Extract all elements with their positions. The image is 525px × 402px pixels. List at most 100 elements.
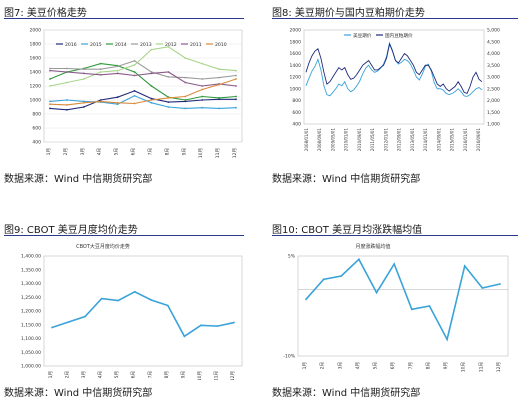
- chart1-point: [167, 71, 170, 73]
- chart2-left-tick-label: 1600: [290, 51, 302, 57]
- chart2-right-tick-label: 3,000: [487, 75, 500, 81]
- chart4-xtick-label: 11月: [478, 362, 484, 372]
- chart2-right-tick-label: 4,000: [487, 51, 500, 57]
- chart1-xtick-label: 9月: [181, 148, 187, 155]
- chart1-ytick-label: 600: [32, 126, 41, 132]
- chart1-point: [218, 76, 220, 79]
- chart1-xtick-label: 7月: [147, 148, 153, 155]
- panel4-source: 数据来源：Wind 中信期货研究部: [272, 388, 421, 399]
- chart3-svg: CBOT大豆月度均价走势 1,000.00 1,050.00 1,100.00 1,15…: [21, 243, 243, 380]
- chart3-xtick-label: 10月: [197, 371, 203, 380]
- chart4-point: [375, 291, 378, 294]
- chart1-point: [184, 107, 187, 110]
- panel3-title: 图9: CBOT 美豆月度均价走势: [4, 225, 138, 236]
- chart4-series-line: [305, 258, 501, 342]
- chart1-point: [66, 81, 68, 84]
- chart1-legend-label: 2013: [140, 42, 152, 48]
- chart1-ytick-label: 2000: [30, 28, 42, 34]
- chart3-xtick-label: 9月: [180, 371, 186, 378]
- chart1-point: [184, 81, 187, 84]
- chart3-ytick-label: 1,200.00: [21, 309, 41, 315]
- chart1-point: [133, 90, 136, 92]
- chart1-series-line: [49, 78, 237, 106]
- chart1-point: [150, 101, 153, 104]
- panel1-rule: [4, 18, 244, 19]
- chart1-point: [218, 97, 220, 99]
- chart1-point: [150, 97, 153, 100]
- chart2-left-tick-label: 800: [292, 98, 301, 104]
- chart1-point: [201, 88, 204, 91]
- chart4-point: [393, 263, 396, 265]
- chart2-left-tick-label: 1200: [290, 75, 302, 81]
- chart3-ytick-label: 1,250.00: [21, 295, 41, 301]
- chart3-point: [100, 297, 103, 300]
- chart1-point: [184, 57, 187, 59]
- chart3-xtick-label: 3月: [81, 371, 87, 378]
- chart2-xtick-label: 2014/09/01: [436, 128, 441, 152]
- chart1-point: [150, 72, 153, 75]
- chart1-point: [150, 85, 153, 87]
- chart1-point: [66, 104, 68, 106]
- chart1-series-line: [49, 46, 237, 87]
- chart1-point: [201, 62, 204, 65]
- chart1-point: [133, 64, 136, 66]
- panel2-source: 数据来源：Wind 中信期货研究部: [272, 174, 421, 185]
- chart1-point: [49, 107, 51, 110]
- chart2-xtick-label: 2012/01/01: [383, 128, 388, 152]
- chart1-xtick-label: 12月: [232, 148, 238, 158]
- chart3-point: [150, 299, 153, 301]
- chart2-left-tick-label: 400: [292, 122, 301, 128]
- chart1-point: [82, 72, 85, 75]
- chart2-left-tick-label: 1800: [290, 39, 302, 45]
- chart1-point: [49, 78, 51, 80]
- chart3-xtick-label: 4月: [98, 371, 104, 378]
- chart1-point: [184, 100, 187, 103]
- chart2-left-tick-label: 600: [292, 110, 301, 116]
- chart1-point: [167, 101, 170, 103]
- chart2-xtick-label: 2008/01/01: [304, 128, 309, 152]
- chart1-point: [66, 108, 68, 111]
- chart1-xtick-label: 2月: [63, 148, 69, 155]
- chart2-legend-label: 国内豆粕期价: [385, 32, 413, 39]
- chart4-point: [358, 258, 360, 261]
- chart1-xtick-label: 4月: [97, 148, 103, 155]
- chart1-point: [235, 85, 237, 87]
- panel3-source: 数据来源：Wind 中信期货研究部: [4, 388, 153, 399]
- chart2-right-tick-label: 2,500: [487, 86, 500, 92]
- chart4-xtick-label: 5月: [373, 362, 379, 369]
- chart1-legend-label: 2014: [115, 42, 127, 48]
- chart3-ytick-label: 1,050.00: [21, 350, 41, 356]
- chart3-point: [183, 335, 186, 338]
- chart2-left-tick-label: 1000: [290, 86, 302, 92]
- chart2-xtick-label: 2011/05/01: [370, 128, 375, 152]
- chart2-left-tick-label: 2000: [290, 28, 302, 34]
- chart1-point: [235, 78, 237, 80]
- chart4-xtick-label: 8月: [425, 362, 431, 369]
- chart1-xtick-label: 11月: [215, 148, 221, 158]
- chart2-xtick-label: 2014/01/01: [423, 128, 428, 152]
- chart3-xtick-label: 2月: [65, 371, 71, 378]
- chart4-xtick-label: 3月: [337, 362, 343, 369]
- chart1-point: [133, 94, 136, 97]
- chart3-xtick-label: 5月: [114, 371, 120, 378]
- chart4-point: [463, 265, 466, 267]
- chart2-plot-area: [303, 29, 485, 125]
- chart1-legend-label: 2010: [215, 42, 227, 48]
- chart4-ytick-label: 5%: [288, 254, 296, 260]
- chart4-title: 月度涨跌幅均值: [355, 243, 390, 250]
- panel1-title: 图7: 美豆价格走势: [4, 8, 87, 19]
- chart3-plot-area: [43, 255, 243, 367]
- chart3-title: CBOT大豆月度均价走势: [76, 243, 130, 250]
- chart3-xtick-label: 12月: [230, 371, 236, 380]
- chart4-xtick-label: 1月: [302, 362, 308, 369]
- chart1-point: [82, 100, 85, 103]
- chart3-point: [117, 299, 120, 302]
- chart4-point: [499, 283, 501, 285]
- chart4-xtick-label: 10月: [461, 362, 467, 372]
- chart1-xtick-label: 1月: [46, 148, 52, 155]
- chart1-point: [218, 83, 220, 86]
- chart1-svg: 400 600 800 1000 1200 1400 1600 1800 2000 1月 2月 3月 4…: [30, 28, 243, 158]
- chart4-xtick-label: 12月: [496, 362, 502, 372]
- chart1-point: [235, 74, 237, 77]
- chart1-xtick-label: 10月: [198, 148, 204, 158]
